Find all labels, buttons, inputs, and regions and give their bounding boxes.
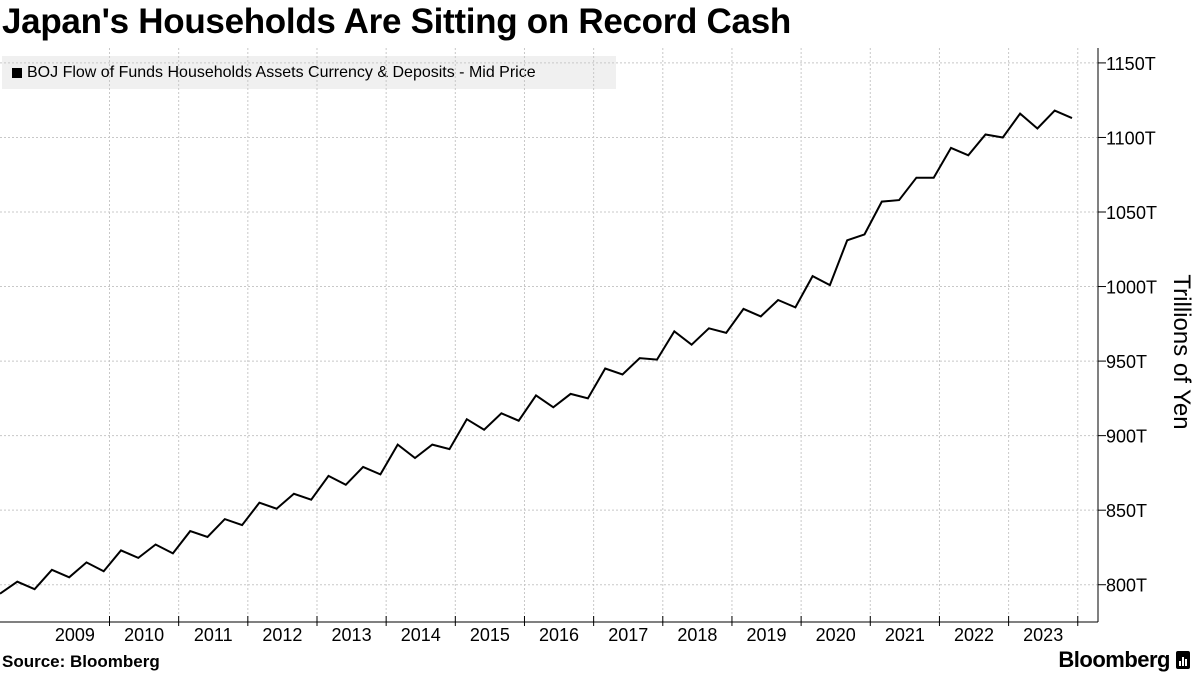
x-tick-label-2: 2011 [194,625,233,645]
x-tick-label-6: 2015 [470,625,510,645]
x-tick-label-10: 2019 [747,625,787,645]
x-tick-label-11: 2020 [816,625,856,645]
y-tick-label-2: 900T [1106,427,1147,447]
y-tick-label-3: 950T [1106,352,1147,372]
brand: Bloomberg [1058,647,1190,673]
bar-chart-icon [1176,651,1190,669]
grid-lines [0,48,1098,622]
x-tick-label-3: 2012 [262,625,302,645]
y-tick-label-6: 1100T [1106,128,1156,148]
y-tick-label-7: 1150T [1106,54,1156,74]
x-tick-label-1: 2010 [124,625,164,645]
x-tick-label-9: 2018 [677,625,717,645]
y-tick-label-1: 850T [1106,501,1147,521]
x-tick-label-13: 2022 [954,625,994,645]
y-tick-label-0: 800T [1106,576,1147,596]
x-tick-label-12: 2021 [885,625,925,645]
legend-swatch [12,67,22,78]
source-note: Source: Bloomberg [2,652,160,671]
x-tick-label-0: 2009 [55,625,95,645]
chart-title: Japan's Households Are Sitting on Record… [2,2,791,41]
legend: BOJ Flow of Funds Households Assets Curr… [2,56,616,89]
x-tick-label-7: 2016 [539,625,579,645]
brand-logo: Bloomberg [1058,647,1170,672]
axes: 800T 850T 900T 950T 1000T 1050T 1100T 1150T 2009… [0,48,1157,645]
series-layer [0,109,1073,595]
y-tick-label-5: 1050T [1106,203,1157,223]
x-tick-label-8: 2017 [608,625,648,645]
y-axis-label: Trillions of Yen [1168,274,1195,429]
series-line-0 [0,109,1073,595]
x-tick-label-14: 2023 [1023,625,1063,645]
x-tick-label-5: 2014 [401,625,441,645]
y-tick-label-4: 1000T [1106,278,1157,298]
x-tick-label-4: 2013 [332,625,372,645]
legend-label: BOJ Flow of Funds Households Assets Curr… [27,63,536,81]
